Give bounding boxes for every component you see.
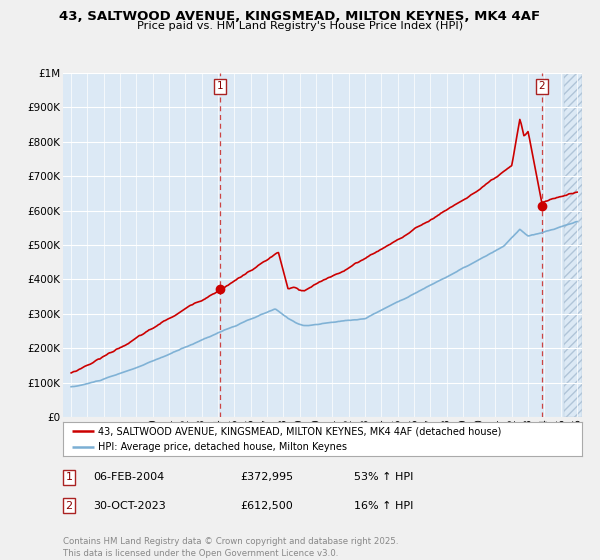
- Text: Contains HM Land Registry data © Crown copyright and database right 2025.
This d: Contains HM Land Registry data © Crown c…: [63, 537, 398, 558]
- Text: 53% ↑ HPI: 53% ↑ HPI: [354, 472, 413, 482]
- Text: 1: 1: [65, 472, 73, 482]
- Text: £612,500: £612,500: [240, 501, 293, 511]
- Text: Price paid vs. HM Land Registry's House Price Index (HPI): Price paid vs. HM Land Registry's House …: [137, 21, 463, 31]
- Text: 16% ↑ HPI: 16% ↑ HPI: [354, 501, 413, 511]
- Text: 30-OCT-2023: 30-OCT-2023: [93, 501, 166, 511]
- Text: 2: 2: [538, 81, 545, 91]
- Text: 06-FEB-2004: 06-FEB-2004: [93, 472, 164, 482]
- Text: £372,995: £372,995: [240, 472, 293, 482]
- Text: 43, SALTWOOD AVENUE, KINGSMEAD, MILTON KEYNES, MK4 4AF: 43, SALTWOOD AVENUE, KINGSMEAD, MILTON K…: [59, 10, 541, 23]
- Text: HPI: Average price, detached house, Milton Keynes: HPI: Average price, detached house, Milt…: [98, 442, 347, 452]
- Text: 2: 2: [65, 501, 73, 511]
- Text: 1: 1: [217, 81, 223, 91]
- Text: 43, SALTWOOD AVENUE, KINGSMEAD, MILTON KEYNES, MK4 4AF (detached house): 43, SALTWOOD AVENUE, KINGSMEAD, MILTON K…: [98, 426, 502, 436]
